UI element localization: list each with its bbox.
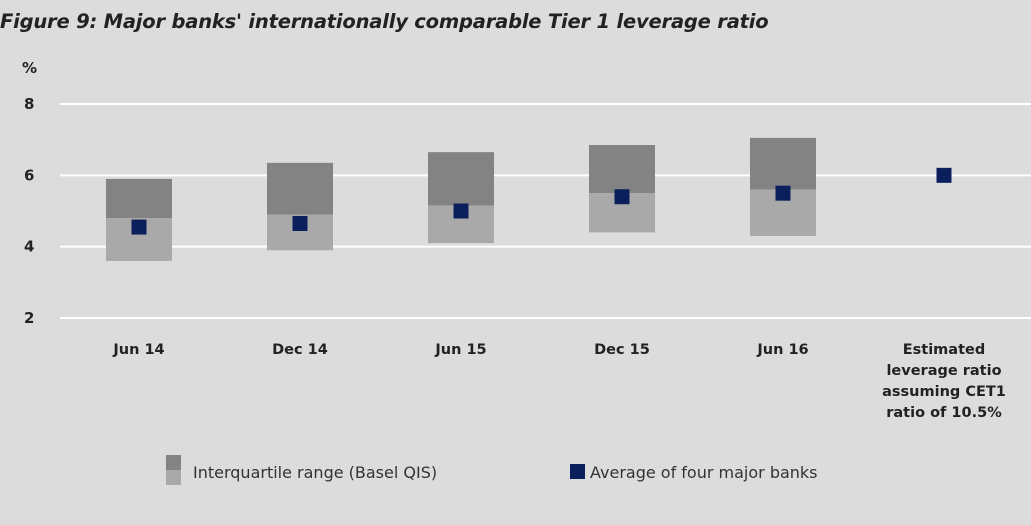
x-category-label-line: Dec 15 xyxy=(594,342,650,358)
average-markers xyxy=(131,167,952,235)
iqr-boxes xyxy=(106,137,816,261)
x-category-label: Dec 15 xyxy=(594,342,650,358)
average-marker xyxy=(131,219,147,235)
x-category-label-line: ratio of 10.5% xyxy=(886,405,1002,421)
x-category-label: Dec 14 xyxy=(272,342,328,358)
x-category-label: Jun 14 xyxy=(112,342,164,358)
chart-title: Figure 9: Major banks' internationally c… xyxy=(0,10,769,33)
iqr-upper-box xyxy=(428,152,494,206)
x-category-label-line: Jun 16 xyxy=(756,342,808,358)
legend: Interquartile range (Basel QIS) Average o… xyxy=(166,455,818,485)
iqr-upper-box xyxy=(589,145,655,194)
x-category-label: Jun 15 xyxy=(434,342,486,358)
legend-label-iqr: Interquartile range (Basel QIS) xyxy=(193,463,437,482)
legend-swatch-iqr-lower xyxy=(166,470,181,485)
x-category-label: Estimated leverage ratio assuming CET1 rati… xyxy=(882,342,1006,421)
x-category-label-line: Jun 15 xyxy=(434,342,486,358)
x-category-labels: Jun 14 Dec 14 Jun 15 Dec 15 Jun 16 Estimated l… xyxy=(112,342,1006,421)
legend-swatch-average xyxy=(570,464,585,479)
x-category-label-line: leverage ratio xyxy=(886,363,1001,379)
y-tick-label: 8 xyxy=(24,95,34,113)
x-category-label-line: Dec 14 xyxy=(272,342,328,358)
x-category-label-line: assuming CET1 xyxy=(882,384,1006,400)
y-tick-label: 6 xyxy=(24,166,34,184)
x-category-label-line: Jun 14 xyxy=(112,342,164,358)
iqr-upper-box xyxy=(267,162,333,215)
average-marker xyxy=(936,167,952,183)
iqr-upper-box xyxy=(750,137,816,190)
iqr-upper-box xyxy=(106,178,172,219)
legend-label-average: Average of four major banks xyxy=(590,463,818,482)
y-tick-label: 2 xyxy=(24,309,34,327)
y-tick-label: 4 xyxy=(24,238,34,256)
average-marker xyxy=(775,185,791,201)
x-category-label-line: Estimated xyxy=(903,342,985,358)
average-marker xyxy=(453,203,469,219)
y-axis-unit-label: % xyxy=(22,59,37,77)
gridlines xyxy=(60,103,1031,319)
y-tick-labels: 2 4 6 8 xyxy=(24,95,34,327)
average-marker xyxy=(614,189,630,205)
x-category-label: Jun 16 xyxy=(756,342,808,358)
legend-swatch-iqr-upper xyxy=(166,455,181,470)
average-marker xyxy=(292,215,308,231)
